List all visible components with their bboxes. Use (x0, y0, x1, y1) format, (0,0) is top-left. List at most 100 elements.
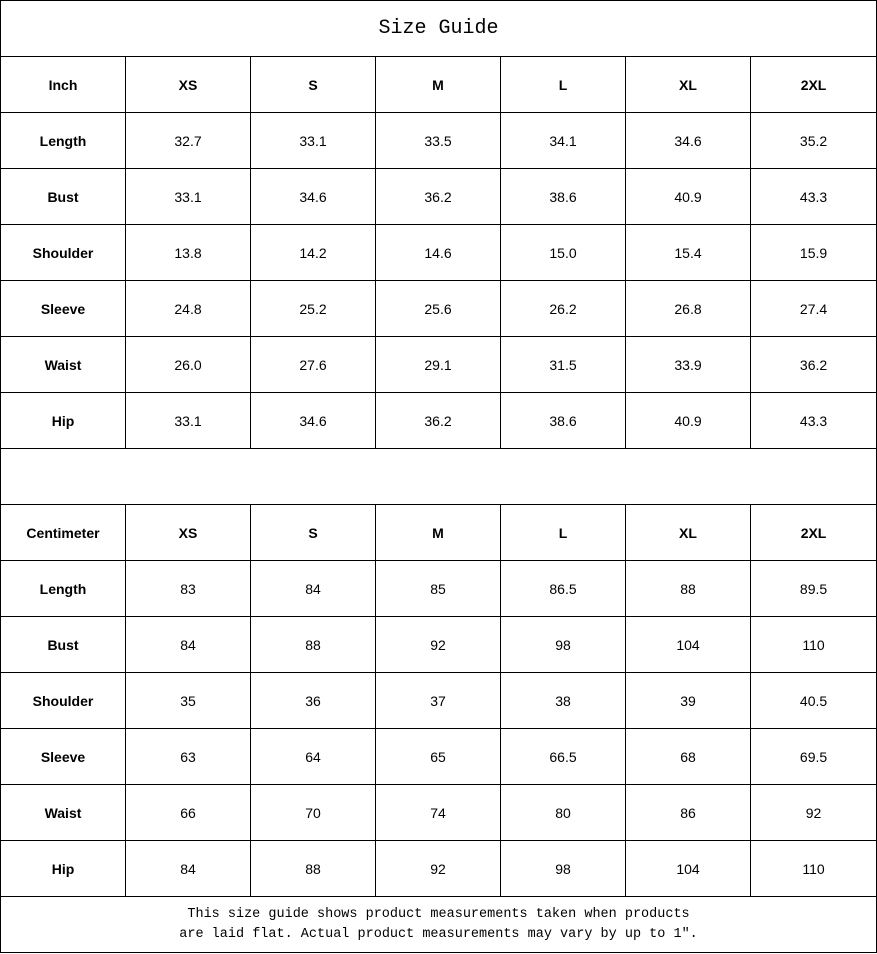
measurement-cell: 33.9 (625, 336, 751, 393)
note-line: are laid flat. Actual product measuremen… (179, 926, 698, 942)
measurement-cell: 84 (125, 616, 251, 673)
measurement-cell: 74 (375, 784, 501, 841)
size-header: XS (125, 56, 251, 113)
measurement-cell: 14.2 (250, 224, 376, 281)
measurement-cell: 110 (749, 840, 877, 897)
table-row: Sleeve 63 64 65 66.5 68 69.5 (0, 728, 877, 785)
unit-header: Inch (0, 56, 126, 113)
size-header: S (250, 56, 376, 113)
measurement-cell: 68 (625, 728, 751, 785)
measurement-cell: 88 (250, 616, 376, 673)
measurement-cell: 88 (625, 560, 751, 617)
header-row: Inch XS S M L XL 2XL (0, 56, 877, 113)
measurement-cell: 104 (625, 840, 751, 897)
table-row: Bust 84 88 92 98 104 110 (0, 616, 877, 673)
page-title: Size Guide (0, 0, 877, 57)
spacer-row (0, 448, 877, 505)
measurement-cell: 43.3 (749, 392, 877, 449)
row-label: Sleeve (0, 728, 126, 785)
measurement-cell: 34.1 (500, 112, 626, 169)
size-header: 2XL (749, 56, 877, 113)
table-row: Length 32.7 33.1 33.5 34.1 34.6 35.2 (0, 112, 877, 169)
table-row: Waist 26.0 27.6 29.1 31.5 33.9 36.2 (0, 336, 877, 393)
measurement-cell: 86.5 (500, 560, 626, 617)
measurement-cell: 25.2 (250, 280, 376, 337)
measurement-cell: 63 (125, 728, 251, 785)
measurement-cell: 88 (250, 840, 376, 897)
measurement-cell: 34.6 (250, 168, 376, 225)
measurement-cell: 32.7 (125, 112, 251, 169)
measurement-cell: 26.2 (500, 280, 626, 337)
note-row: This size guide shows product measuremen… (0, 896, 877, 953)
row-label: Waist (0, 336, 126, 393)
measurement-cell: 64 (250, 728, 376, 785)
size-header: M (375, 56, 501, 113)
size-header: XS (125, 504, 251, 561)
table-row: Hip 84 88 92 98 104 110 (0, 840, 877, 897)
measurement-cell: 92 (749, 784, 877, 841)
measurement-cell: 13.8 (125, 224, 251, 281)
measurement-cell: 37 (375, 672, 501, 729)
row-label: Hip (0, 840, 126, 897)
table-row: Shoulder 13.8 14.2 14.6 15.0 15.4 15.9 (0, 224, 877, 281)
measurement-cell: 36.2 (749, 336, 877, 393)
measurement-cell: 83 (125, 560, 251, 617)
measurement-cell: 25.6 (375, 280, 501, 337)
table-row: Shoulder 35 36 37 38 39 40.5 (0, 672, 877, 729)
size-header: XL (625, 56, 751, 113)
row-label: Shoulder (0, 672, 126, 729)
measurement-cell: 33.1 (125, 392, 251, 449)
measurement-cell: 14.6 (375, 224, 501, 281)
size-header: XL (625, 504, 751, 561)
measurement-cell: 84 (125, 840, 251, 897)
measurement-cell: 36.2 (375, 168, 501, 225)
measurement-cell: 80 (500, 784, 626, 841)
measurement-cell: 35 (125, 672, 251, 729)
measurement-cell: 33.1 (250, 112, 376, 169)
row-label: Sleeve (0, 280, 126, 337)
measurement-note: This size guide shows product measuremen… (0, 896, 877, 953)
measurement-cell: 104 (625, 616, 751, 673)
title-row: Size Guide (0, 0, 877, 57)
measurement-cell: 89.5 (749, 560, 877, 617)
measurement-cell: 15.4 (625, 224, 751, 281)
measurement-cell: 38 (500, 672, 626, 729)
row-label: Bust (0, 168, 126, 225)
measurement-cell: 24.8 (125, 280, 251, 337)
measurement-cell: 33.1 (125, 168, 251, 225)
measurement-cell: 36.2 (375, 392, 501, 449)
measurement-cell: 15.0 (500, 224, 626, 281)
measurement-cell: 40.9 (625, 392, 751, 449)
table-row: Length 83 84 85 86.5 88 89.5 (0, 560, 877, 617)
measurement-cell: 69.5 (749, 728, 877, 785)
measurement-cell: 35.2 (749, 112, 877, 169)
measurement-cell: 29.1 (375, 336, 501, 393)
measurement-cell: 70 (250, 784, 376, 841)
measurement-cell: 92 (375, 840, 501, 897)
row-label: Bust (0, 616, 126, 673)
measurement-cell: 34.6 (625, 112, 751, 169)
measurement-cell: 33.5 (375, 112, 501, 169)
table-row: Hip 33.1 34.6 36.2 38.6 40.9 43.3 (0, 392, 877, 449)
measurement-cell: 65 (375, 728, 501, 785)
row-label: Waist (0, 784, 126, 841)
measurement-cell: 98 (500, 840, 626, 897)
row-label: Length (0, 112, 126, 169)
measurement-cell: 66 (125, 784, 251, 841)
measurement-cell: 26.8 (625, 280, 751, 337)
measurement-cell: 31.5 (500, 336, 626, 393)
size-header: M (375, 504, 501, 561)
size-header: L (500, 56, 626, 113)
table-row: Sleeve 24.8 25.2 25.6 26.2 26.8 27.4 (0, 280, 877, 337)
measurement-cell: 40.9 (625, 168, 751, 225)
size-header: 2XL (749, 504, 877, 561)
measurement-cell: 38.6 (500, 392, 626, 449)
measurement-cell: 84 (250, 560, 376, 617)
measurement-cell: 98 (500, 616, 626, 673)
header-row: Centimeter XS S M L XL 2XL (0, 504, 877, 561)
unit-header: Centimeter (0, 504, 126, 561)
measurement-cell: 43.3 (749, 168, 877, 225)
table-row: Bust 33.1 34.6 36.2 38.6 40.9 43.3 (0, 168, 877, 225)
measurement-cell: 39 (625, 672, 751, 729)
